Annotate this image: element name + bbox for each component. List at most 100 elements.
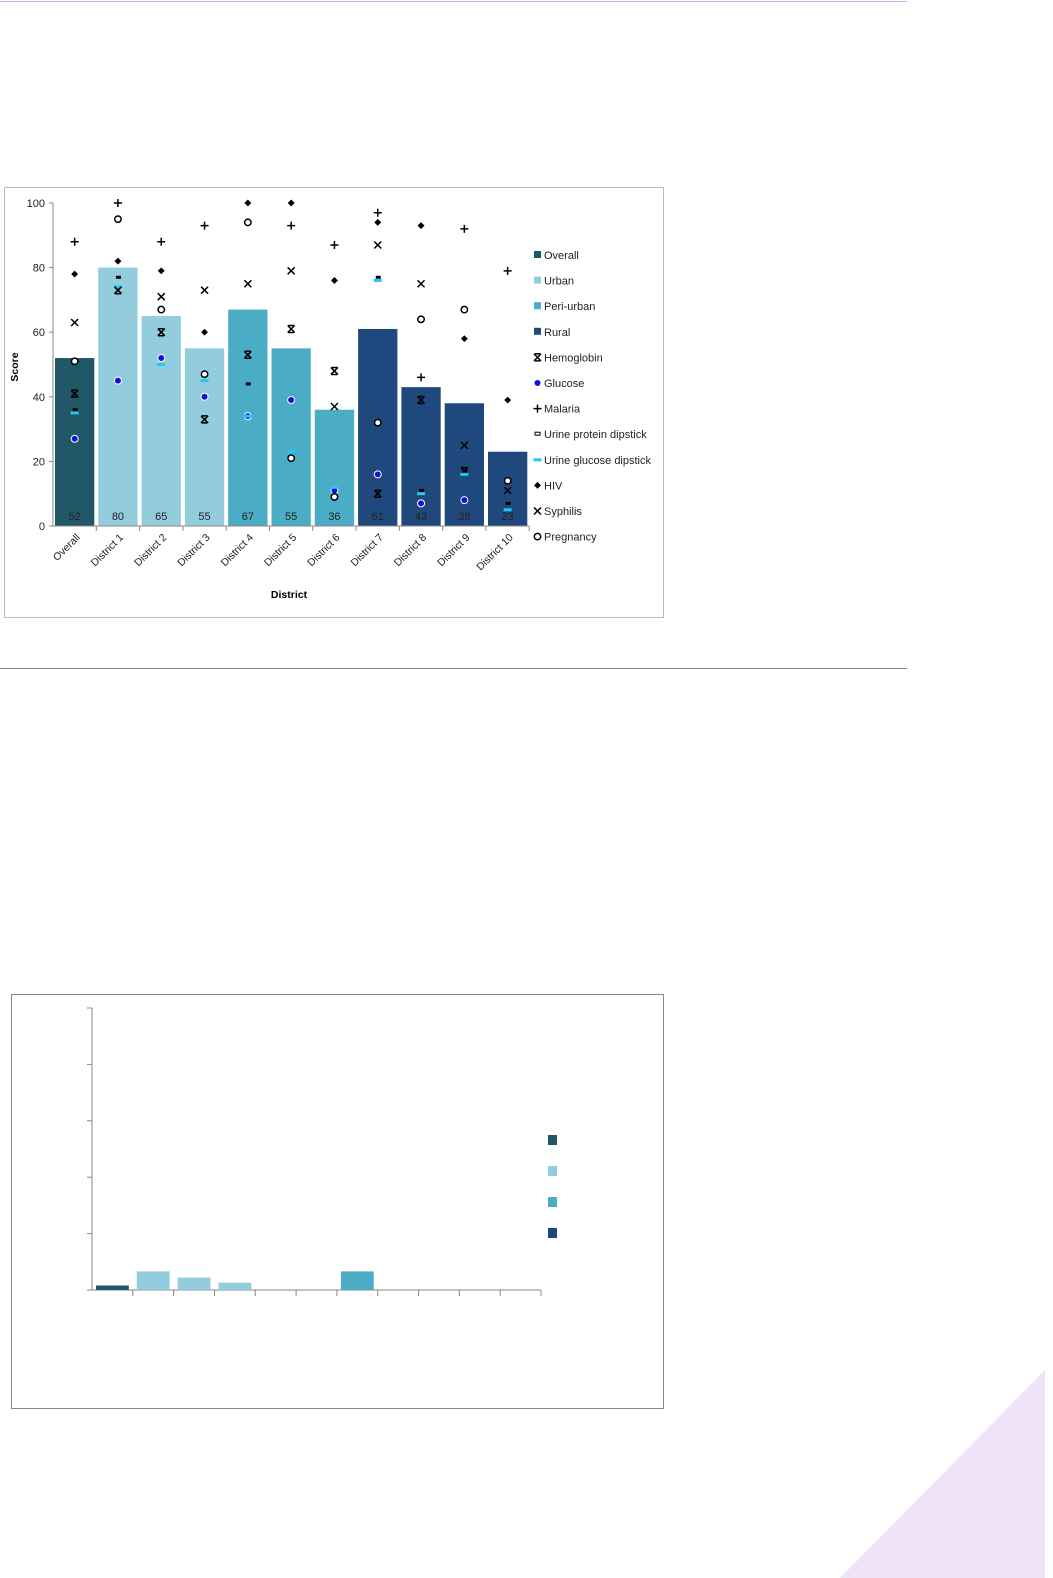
point-syphilis xyxy=(157,292,166,301)
point-hiv xyxy=(373,217,383,227)
legend-swatch-rural xyxy=(548,1228,557,1238)
point-hemoglobin xyxy=(243,350,252,360)
point-malaria xyxy=(113,199,122,207)
point-hiv xyxy=(459,334,469,344)
legend-swatch xyxy=(534,251,541,258)
legend-label: Pregnancy xyxy=(544,532,597,544)
point-urine-glucose-dipstick xyxy=(243,414,252,418)
point-urine-glucose-dipstick xyxy=(417,492,426,496)
bar-1 xyxy=(136,1271,170,1290)
point-hiv xyxy=(286,198,296,208)
bar-7 xyxy=(358,328,398,526)
point-hiv xyxy=(113,256,123,266)
point-glucose xyxy=(287,396,296,405)
bar-6 xyxy=(340,1271,374,1290)
point-syphilis xyxy=(113,286,122,295)
point-hemoglobin xyxy=(157,327,166,337)
point-urine-glucose-dipstick xyxy=(503,508,512,512)
point-hemoglobin xyxy=(70,389,79,398)
legend-swatch-peri-urban xyxy=(548,1197,557,1207)
point-pregnancy xyxy=(243,218,252,227)
point-hemoglobin xyxy=(330,366,339,376)
point-urine-protein-dipstick xyxy=(505,501,511,505)
legend-marker xyxy=(533,506,542,516)
legend-label: Peri-urban xyxy=(544,301,595,313)
point-syphilis xyxy=(330,402,339,411)
point-malaria xyxy=(417,373,426,382)
bar-value-label: 43 xyxy=(415,511,427,523)
y-tick-label: 20 xyxy=(33,456,45,468)
point-hemoglobin xyxy=(373,489,382,498)
point-malaria xyxy=(460,224,469,233)
legend-marker xyxy=(533,404,542,413)
y-tick-label: 0 xyxy=(39,521,45,533)
point-glucose xyxy=(417,499,426,508)
point-syphilis xyxy=(373,240,382,250)
top-rule xyxy=(0,1,907,2)
point-hemoglobin xyxy=(287,324,296,334)
point-hiv xyxy=(416,221,426,231)
empty-chart xyxy=(11,994,664,1409)
point-syphilis xyxy=(70,318,79,327)
legend-label: Malaria xyxy=(544,404,581,416)
point-hiv xyxy=(70,269,80,279)
bar-value-label: 52 xyxy=(69,511,81,523)
point-glucose xyxy=(460,496,469,505)
bar-9 xyxy=(444,403,484,526)
point-malaria xyxy=(157,237,166,246)
bar-value-label: 67 xyxy=(242,511,254,523)
legend-swatch-urban xyxy=(548,1166,557,1176)
legend-marker xyxy=(534,431,541,436)
bar-value-label: 80 xyxy=(112,511,124,523)
chart-frame xyxy=(11,994,664,1409)
section-divider xyxy=(0,668,907,669)
point-hiv xyxy=(503,395,513,405)
point-pregnancy xyxy=(157,305,166,314)
y-tick-label: 80 xyxy=(33,263,45,275)
bar-value-label: 65 xyxy=(155,511,167,523)
legend-label: Rural xyxy=(544,327,570,339)
point-urine-glucose-dipstick xyxy=(330,485,339,489)
x-axis-title: District xyxy=(271,589,308,601)
bar-1 xyxy=(98,267,138,526)
legend-label: Overall xyxy=(544,250,579,262)
bar-value-label: 55 xyxy=(198,511,210,523)
bar-value-label: 38 xyxy=(458,511,470,523)
point-urine-glucose-dipstick xyxy=(373,279,382,283)
bar-0 xyxy=(96,1285,129,1290)
point-urine-protein-dipstick xyxy=(419,488,425,492)
point-urine-glucose-dipstick xyxy=(287,450,296,454)
point-malaria xyxy=(503,266,512,275)
point-syphilis xyxy=(503,486,512,495)
bar-value-label: 23 xyxy=(502,511,514,523)
point-malaria xyxy=(70,237,79,246)
bar-value-label: 55 xyxy=(285,511,297,523)
point-syphilis xyxy=(417,279,426,288)
point-urine-protein-dipstick xyxy=(375,275,381,279)
point-glucose xyxy=(373,470,382,479)
legend-label: Urine protein dipstick xyxy=(544,429,647,441)
point-pregnancy xyxy=(460,305,469,314)
point-malaria xyxy=(373,208,382,217)
point-hiv xyxy=(329,275,340,286)
point-hemoglobin xyxy=(417,395,426,405)
point-pregnancy xyxy=(200,370,209,379)
legend-marker xyxy=(533,379,542,387)
point-pregnancy xyxy=(503,476,512,485)
bar-value-label: 36 xyxy=(328,511,340,523)
y-tick-label: 60 xyxy=(33,327,45,339)
point-urine-protein-dipstick xyxy=(115,275,121,279)
point-hiv xyxy=(156,266,166,276)
point-hemoglobin xyxy=(200,415,209,424)
point-pregnancy xyxy=(70,357,79,366)
point-malaria xyxy=(330,240,339,249)
legend-label: HIV xyxy=(544,480,563,492)
legend-swatch xyxy=(534,276,541,284)
point-hiv xyxy=(243,198,253,208)
point-pregnancy xyxy=(114,215,122,224)
point-pregnancy xyxy=(330,492,339,501)
point-pregnancy xyxy=(417,315,425,324)
legend-label: Urban xyxy=(544,276,574,288)
